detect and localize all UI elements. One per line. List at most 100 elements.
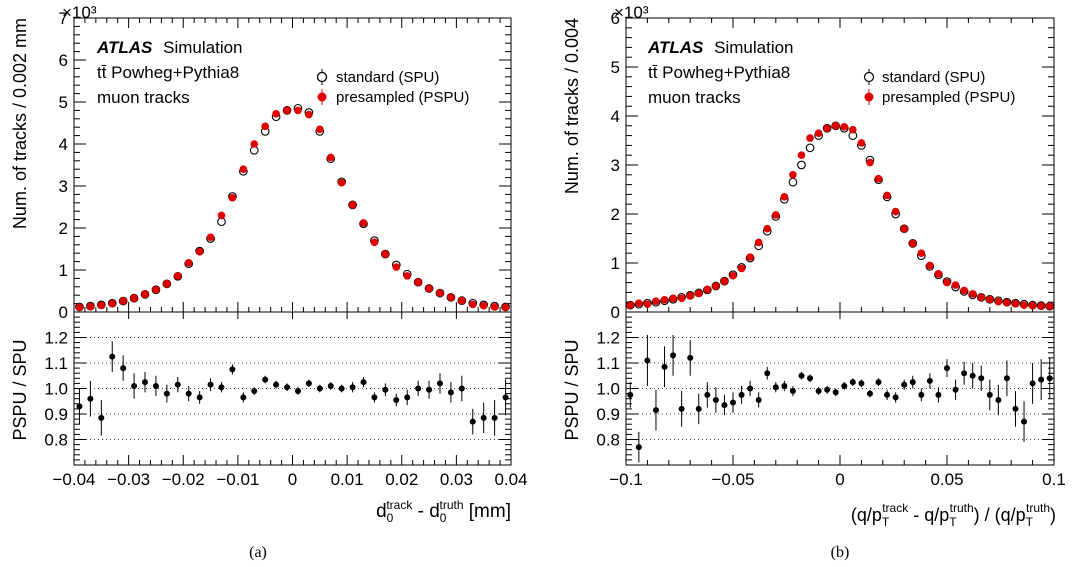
presampled-point: [108, 299, 117, 308]
ratio-point: [393, 396, 400, 403]
presampled-point: [479, 301, 488, 310]
x-axis-title: d0track - d0truth [mm]: [376, 498, 511, 525]
ratio-point: [229, 366, 236, 373]
presampled-point: [857, 139, 866, 147]
presampled-point: [729, 271, 737, 280]
presampled-point: [823, 124, 831, 133]
ratio-point: [824, 386, 831, 393]
ratio-point: [404, 394, 411, 401]
ratio-point: [807, 375, 814, 382]
x-tick-label: 0.01: [331, 470, 364, 489]
ratio-point: [909, 379, 916, 386]
ratio-point: [815, 388, 822, 395]
presampled-point: [414, 278, 422, 286]
ratio-point: [789, 388, 796, 395]
presampled-point: [994, 297, 1003, 306]
info-line-1: tt̄ Powheg+Pythia8: [648, 63, 790, 82]
y-axis-title: Num. of tracks / 0.002 mm: [10, 18, 30, 229]
ratio-point: [832, 389, 839, 396]
presampled-point: [239, 165, 248, 173]
ratio-point: [730, 399, 736, 406]
presampled-point: [250, 140, 259, 148]
ratio-point: [858, 380, 865, 387]
presampled-point: [163, 280, 171, 288]
presampled-point: [195, 247, 204, 256]
presampled-point: [75, 303, 84, 312]
x-tick-label: 0.04: [494, 470, 527, 489]
ratio-point: [174, 381, 181, 388]
ratio-point: [986, 391, 993, 398]
presampled-point: [316, 125, 324, 134]
presampled-point: [797, 151, 806, 159]
ratio-point: [218, 384, 225, 391]
presampled-point: [272, 109, 280, 118]
y-tick-label: 1: [611, 254, 620, 273]
ratio-point: [704, 391, 711, 398]
presampled-point: [917, 249, 926, 257]
ratio-point: [738, 391, 745, 398]
presampled-point: [643, 300, 652, 308]
ratio-gridlines: [74, 337, 511, 440]
presampled-point: [348, 201, 357, 209]
atlas-suffix: Simulation: [714, 38, 793, 57]
ratio-point: [294, 388, 301, 395]
legend-label-standard: standard (SPU): [336, 69, 439, 86]
ratio-point: [866, 390, 873, 397]
ratio-point: [926, 377, 933, 384]
panel-caption-a: (a): [249, 544, 267, 561]
ratio-point: [1003, 375, 1010, 382]
ratio-point: [98, 414, 105, 421]
presampled-point: [891, 207, 900, 216]
ratio-point: [687, 354, 694, 361]
x-tick-label: 0: [288, 470, 297, 489]
legend-marker-red: [864, 92, 874, 102]
y-tick-label: 6: [59, 51, 68, 70]
ratio-point: [1029, 380, 1036, 387]
y-tick-label: 1: [59, 261, 68, 280]
ratio-point: [262, 376, 269, 383]
ratio-point: [338, 385, 345, 392]
ratio-point: [163, 390, 170, 397]
ratio-point: [207, 381, 214, 388]
ratio-point: [1012, 405, 1019, 412]
ratio-point: [76, 403, 83, 410]
ratio-point: [1046, 375, 1053, 382]
ratio-point: [436, 380, 443, 387]
ratio-point: [884, 391, 891, 398]
presampled-point: [746, 253, 754, 261]
presampled-point: [206, 233, 215, 242]
legend-label-presampled: presampled (PSPU): [336, 89, 469, 106]
presampled-point: [490, 303, 499, 311]
presampled-point: [968, 290, 977, 298]
ratio-point: [978, 375, 985, 382]
ratio-point: [480, 414, 487, 421]
presampled-point: [141, 290, 149, 299]
ratio-point: [755, 396, 762, 403]
presampled-point: [737, 264, 746, 273]
ratio-point: [841, 382, 848, 389]
y-tick-label: 4: [59, 135, 68, 154]
ratio-tick-label: 1.1: [44, 354, 68, 373]
presampled-point: [772, 211, 780, 219]
presampled-point: [1020, 301, 1028, 309]
presampled-point: [874, 174, 883, 183]
ratio-point: [142, 379, 149, 386]
ratio-point: [120, 365, 127, 372]
x-tick-label: 0: [835, 470, 844, 489]
presampled-point: [447, 293, 455, 302]
presampled-point: [677, 294, 686, 303]
ratio-point: [469, 418, 476, 425]
ratio-gridlines: [626, 337, 1054, 440]
ratio-point: [918, 391, 925, 398]
ratio-point: [491, 414, 498, 421]
ratio-point: [961, 370, 968, 377]
y-multiplier: ×10³: [62, 3, 97, 22]
x-tick-label: −0.04: [52, 470, 95, 489]
ratio-point: [781, 382, 788, 389]
atlas-label: ATLAS Simulation: [647, 38, 794, 57]
y-tick-label: 7: [59, 9, 68, 28]
ratio-point: [109, 353, 116, 360]
ratio-point: [935, 391, 942, 398]
presampled-point: [173, 272, 182, 280]
presampled-point: [1037, 302, 1045, 310]
